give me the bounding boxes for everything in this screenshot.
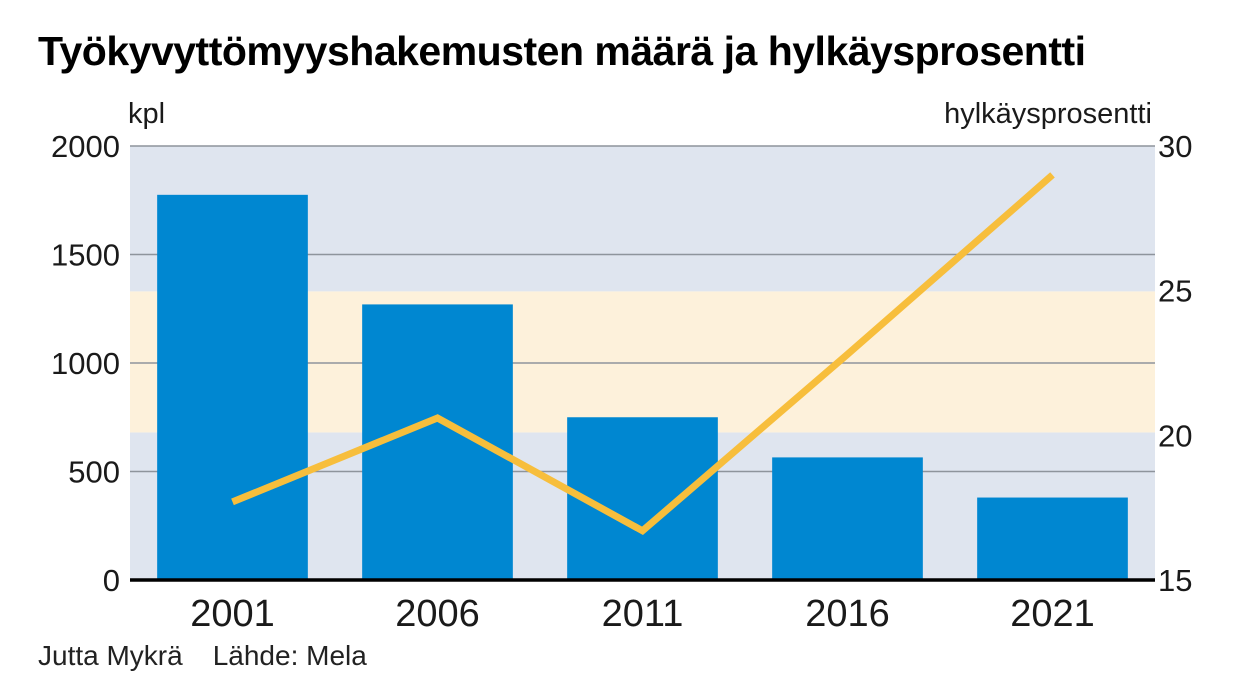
x-axis-ticks: 2001 2006 2011 2016 2021	[190, 593, 1095, 635]
x-tick-label: 2006	[395, 593, 480, 635]
right-tick-label: 20	[1158, 418, 1192, 453]
left-tick-label: 2000	[51, 129, 120, 164]
bar-series	[157, 194, 1128, 580]
bar-2021	[977, 497, 1128, 580]
left-axis-unit: kpl	[128, 98, 166, 130]
x-tick-label: 2016	[805, 593, 890, 635]
left-tick-label: 0	[103, 563, 120, 598]
right-tick-label: 25	[1158, 274, 1192, 309]
source-credit: Lähde: Mela	[212, 640, 367, 671]
bar-2011	[567, 417, 718, 580]
left-tick-label: 500	[68, 455, 120, 490]
footer: Jutta Mykrä Lähde: Mela	[38, 640, 397, 672]
left-axis-ticks: 0 500 1000 1500 2000	[51, 129, 120, 598]
right-axis-unit: hylkäysprosentti	[944, 98, 1152, 130]
right-axis-ticks: 15 20 25 30	[1158, 129, 1192, 598]
bar-2016	[772, 457, 923, 580]
author-credit: Jutta Mykrä	[38, 640, 183, 671]
left-tick-label: 1500	[51, 238, 120, 273]
chart-title: Työkyvyttömyyshakemusten määrä ja hylkäy…	[38, 28, 1086, 74]
right-tick-label: 30	[1158, 129, 1192, 164]
left-tick-label: 1000	[51, 346, 120, 381]
right-tick-label: 15	[1158, 563, 1192, 598]
x-tick-label: 2001	[190, 593, 275, 635]
bar-2001	[157, 194, 308, 580]
x-tick-label: 2011	[602, 593, 684, 635]
line-series	[231, 172, 1055, 536]
x-tick-label: 2021	[1010, 593, 1095, 635]
